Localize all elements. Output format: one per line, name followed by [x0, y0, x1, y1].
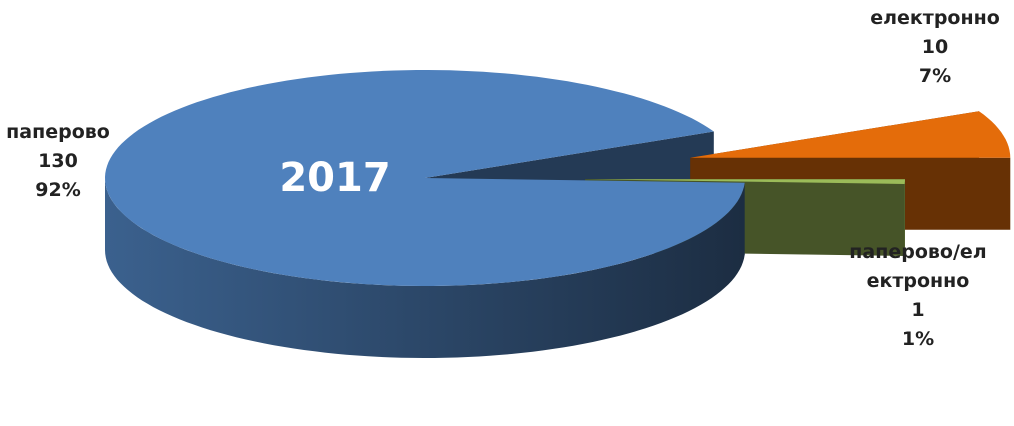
category-label: паперово/електронно: [843, 238, 993, 296]
value-label: 1: [828, 296, 1008, 325]
value-label: 130: [0, 147, 116, 176]
chart: 2017 паперово 130 92% електронно 10 7% п…: [0, 0, 1014, 426]
data-label: паперово 130 92%: [0, 118, 116, 205]
percent-label: 1%: [828, 325, 1008, 354]
category-label: паперово: [0, 118, 116, 147]
percent-label: 92%: [0, 176, 116, 205]
value-label: 10: [860, 33, 1010, 62]
percent-label: 7%: [860, 62, 1010, 91]
slice: [690, 111, 1010, 158]
category-label: електронно: [860, 4, 1010, 33]
data-label: паперово/електронно 1 1%: [828, 238, 1008, 354]
chart-title: 2017: [260, 155, 410, 201]
data-label: електронно 10 7%: [860, 4, 1010, 91]
